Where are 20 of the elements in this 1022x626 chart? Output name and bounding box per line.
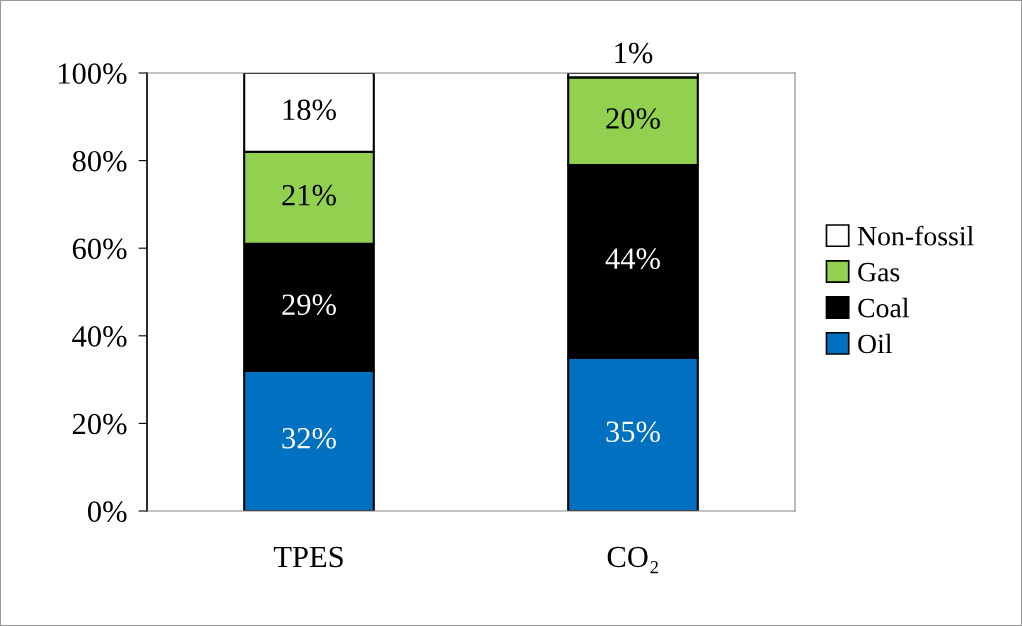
data-label: 32%	[282, 427, 336, 449]
data-label: 18%	[283, 99, 336, 121]
legend-label: Gas	[858, 262, 900, 282]
data-label: 21%	[282, 184, 336, 206]
legend-label: Oil	[858, 333, 892, 354]
data-label: 29%	[282, 294, 336, 316]
y-tick-label: 0%	[87, 501, 127, 522]
data-label: 44%	[605, 248, 660, 270]
data-label: 1%	[615, 42, 653, 64]
x-tick-label: TPES	[273, 546, 343, 568]
y-tick-label: 40%	[72, 326, 127, 347]
data-label: 20%	[606, 108, 660, 129]
data-label: 35%	[606, 421, 660, 443]
y-tick-label: 100%	[58, 63, 127, 84]
y-tick-label: 60%	[72, 238, 127, 260]
y-tick-label: 20%	[72, 413, 127, 435]
legend-label: Non-fossil	[857, 225, 974, 246]
x-tick-label: CO₂	[607, 546, 658, 574]
y-tick-label: 80%	[72, 150, 127, 172]
legend-label: Coal	[858, 297, 909, 318]
